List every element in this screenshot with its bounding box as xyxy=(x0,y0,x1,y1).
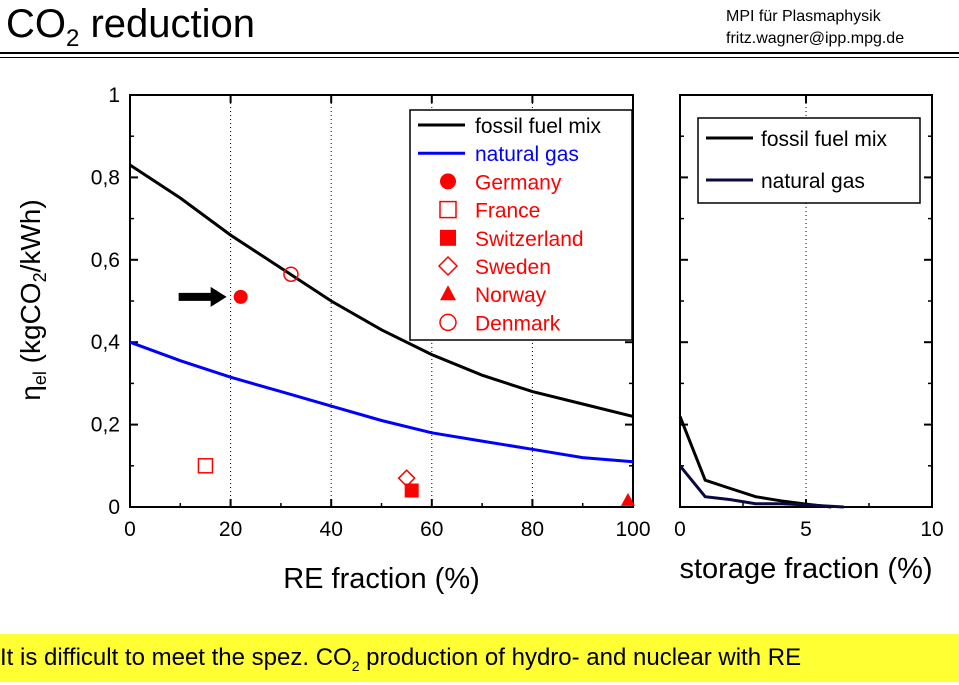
data-point-france xyxy=(197,458,214,474)
y-axis-label-part-3: 2 xyxy=(30,272,50,282)
y-axis-label: ηel (kgCO2/kWh) xyxy=(15,199,50,400)
legend-box-1 xyxy=(697,117,921,204)
affiliation-email: fritz.wagner@ipp.mpg.de xyxy=(726,30,905,47)
page-title: CO2 reduction xyxy=(6,0,255,63)
x-tick-label-0-4: 80 xyxy=(521,518,544,541)
header-rule xyxy=(0,52,959,54)
footer-text-start: It is difficult to meet the spez. CO xyxy=(0,644,352,671)
x-tick-label-1-2: 10 xyxy=(920,518,943,541)
arrow-head xyxy=(210,286,227,307)
legend-label-series-0: fossil fuel mix xyxy=(475,115,602,138)
data-point-germany xyxy=(233,289,248,304)
y-tick-label-1: 0,2 xyxy=(91,414,120,437)
legend-label-denmark: Denmark xyxy=(475,312,561,335)
title-rest: reduction xyxy=(79,2,256,46)
x-axis-label-0: RE fraction (%) xyxy=(283,563,480,595)
legend-box-0 xyxy=(409,109,633,341)
footer-banner: It is difficult to meet the spez. CO2 pr… xyxy=(0,634,959,682)
footer-subscript: 2 xyxy=(351,657,360,674)
legend-label-series-1: natural gas xyxy=(475,143,579,166)
x-tick-label-0-2: 40 xyxy=(320,518,343,541)
x-tick-label-0-1: 20 xyxy=(219,518,242,541)
x-tick-label-1-1: 5 xyxy=(800,518,812,541)
legend-label-sweden: Sweden xyxy=(475,256,551,279)
x-axis-label-1: storage fraction (%) xyxy=(679,553,932,585)
legend-marker-france xyxy=(439,200,457,219)
legend-label-switzerland: Switzerland xyxy=(475,228,584,251)
legend2-label-1: natural gas xyxy=(761,170,865,193)
title-main: CO xyxy=(6,2,66,46)
series-line-0-1 xyxy=(129,340,634,464)
title-subscript: 2 xyxy=(66,25,80,52)
affiliation-institute: MPI für Plasmaphysik xyxy=(726,8,881,25)
legend-label-germany: Germany xyxy=(475,171,562,194)
legend2-label-0: fossil fuel mix xyxy=(761,128,888,151)
header-rule-thin xyxy=(0,57,959,58)
y-axis-label-part-2: (kgCO xyxy=(15,282,46,371)
data-point-denmark xyxy=(283,266,299,282)
y-axis-label-part-1: el xyxy=(30,371,50,385)
y-tick-label-4: 0,8 xyxy=(91,166,120,189)
y-axis-label-part-4: /kWh) xyxy=(15,199,46,272)
x-tick-label-1-0: 0 xyxy=(674,518,686,541)
data-point-norway xyxy=(620,492,635,506)
y-axis-label-part-0: η xyxy=(15,385,46,401)
legend-marker-norway xyxy=(440,285,456,301)
legend-marker-denmark xyxy=(439,313,457,332)
series-line-1-1 xyxy=(678,464,844,509)
legend-label-norway: Norway xyxy=(475,284,547,307)
legend-marker-germany xyxy=(440,173,456,190)
data-point-sweden xyxy=(397,469,416,488)
y-tick-label-3: 0,6 xyxy=(91,249,120,272)
legend-label-france: France xyxy=(475,200,540,223)
legend-marker-switzerland xyxy=(440,229,456,246)
legend-marker-sweden xyxy=(437,255,459,277)
y-tick-label-5: 1 xyxy=(108,84,120,107)
series-line-0-0 xyxy=(129,163,634,418)
y-tick-label-2: 0,4 xyxy=(91,331,121,354)
x-tick-label-0-3: 60 xyxy=(420,518,443,541)
x-tick-label-0-0: 0 xyxy=(124,518,136,541)
affiliation: MPI für Plasmaphysik fritz.wagner@ipp.mp… xyxy=(726,6,904,50)
data-point-switzerland xyxy=(404,483,419,498)
y-tick-label-0: 0 xyxy=(108,496,120,519)
x-tick-label-0-5: 100 xyxy=(615,518,650,541)
footer-text-end: production of hydro- and nuclear with RE xyxy=(359,644,802,671)
